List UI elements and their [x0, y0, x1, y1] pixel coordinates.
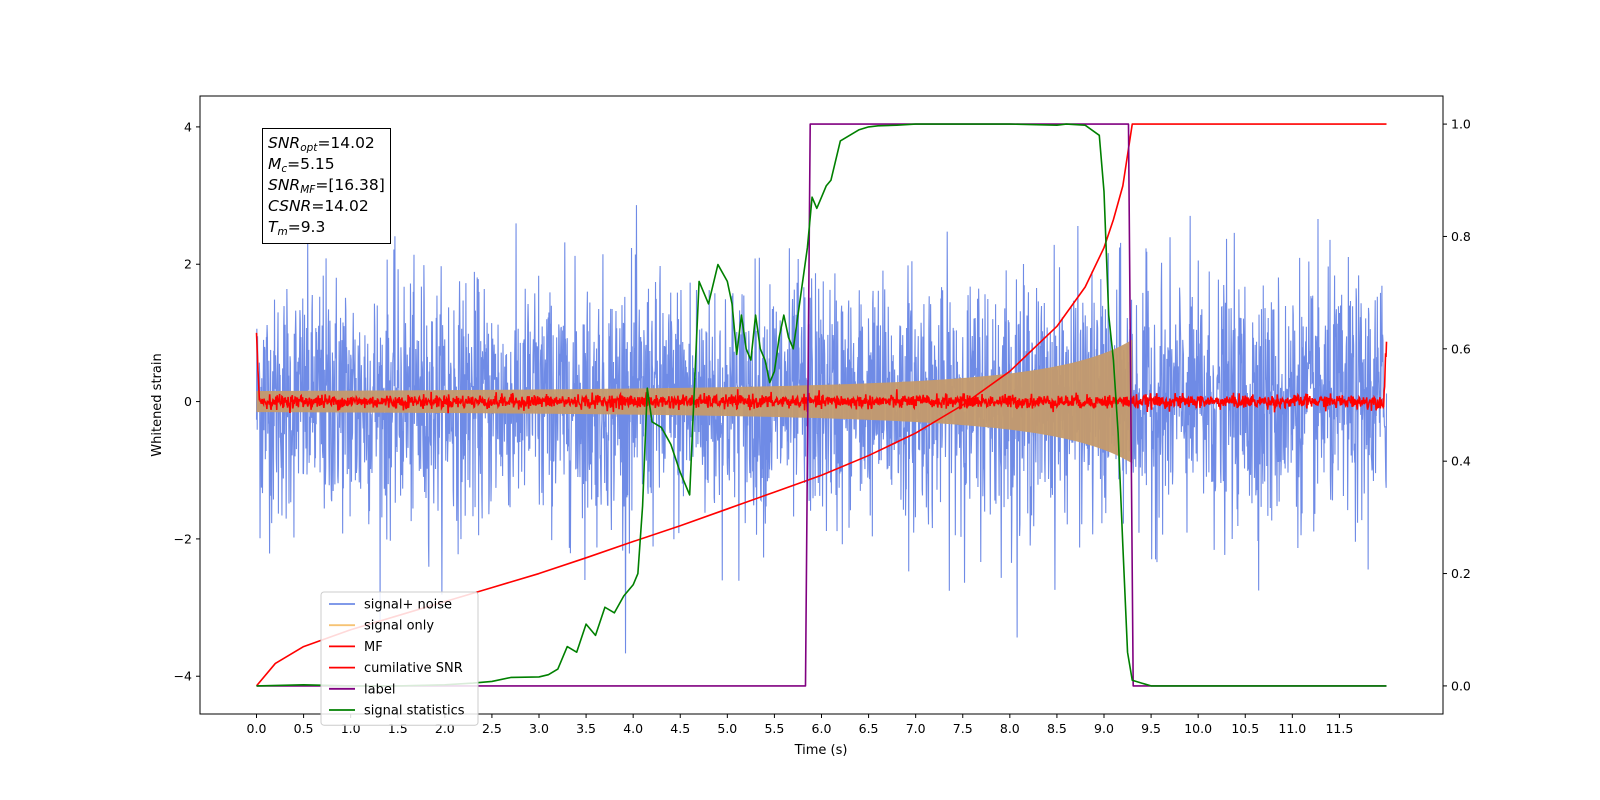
y-axis-title: Whitened strain: [150, 353, 165, 456]
csnr-annotation: CSNR=14.02: [268, 197, 369, 215]
y-right-tick-label: 0.4: [1451, 454, 1471, 469]
x-tick-label: 7.0: [906, 721, 926, 736]
x-tick-label: 3.0: [529, 721, 549, 736]
x-tick-label: 11.0: [1278, 721, 1306, 736]
x-tick-label: 11.5: [1325, 721, 1353, 736]
x-tick-label: 10.5: [1231, 721, 1259, 736]
y-right-tick-label: 0.8: [1451, 229, 1471, 244]
y-right-tick-label: 0.2: [1451, 566, 1471, 581]
legend-entry: signal+ noise: [364, 598, 452, 613]
x-tick-label: 6.5: [859, 721, 879, 736]
x-tick-label: 4.0: [623, 721, 643, 736]
x-tick-label: 5.5: [764, 721, 784, 736]
legend-frame: [320, 591, 479, 726]
y-right-tick-label: 0.0: [1451, 678, 1471, 693]
x-tick-label: 8.5: [1047, 721, 1067, 736]
y-left-tick-label: 2: [184, 257, 192, 272]
x-tick-label: 4.5: [670, 721, 690, 736]
y-right-tick-label: 1.0: [1451, 117, 1471, 132]
legend-entry: signal statistics: [364, 704, 465, 719]
x-tick-label: 10.0: [1184, 721, 1212, 736]
series-mf: [255, 332, 1388, 414]
y-right-tick-label: 0.6: [1451, 341, 1471, 356]
tm-annotation: Tm=9.3: [268, 218, 326, 238]
x-tick-label: 2.5: [482, 721, 502, 736]
series-signal-statistics: [256, 123, 1387, 687]
mc-annotation: Mc=5.15: [268, 155, 335, 175]
y-left-tick-label: 0: [184, 394, 192, 409]
legend-entry: label: [364, 682, 395, 697]
legend-entry: MF: [364, 640, 383, 655]
legend-entry: signal only: [364, 619, 434, 634]
y-left-tick-label: 4: [184, 119, 192, 134]
x-axis-title: Time (s): [794, 743, 848, 758]
legend: signal+ noise signal only MF cumilative SNR…: [320, 591, 479, 726]
y-left-tick-label: −2: [174, 531, 192, 546]
x-tick-label: 3.5: [576, 721, 596, 736]
snr-mf-annotation: SNRMF=[16.38]: [268, 176, 385, 196]
x-tick-label: 9.5: [1141, 721, 1161, 736]
legend-entry: cumilative SNR: [364, 661, 463, 676]
x-tick-label: 9.0: [1094, 721, 1114, 736]
x-tick-label: 7.5: [953, 721, 973, 736]
x-tick-label: 6.0: [812, 721, 832, 736]
snr-opt-annotation: SNRopt=14.02: [268, 134, 375, 154]
x-tick-label: 0.5: [294, 721, 314, 736]
x-tick-label: 8.0: [1000, 721, 1020, 736]
x-tick-label: 0.0: [247, 721, 267, 736]
series-signal-noise: [255, 205, 1388, 654]
y-left-tick-label: −4: [174, 669, 192, 684]
x-tick-label: 5.0: [717, 721, 737, 736]
annotation-box: SNRopt=14.02 Mc=5.15 SNRMF=[16.38] CSNR=…: [262, 128, 391, 244]
